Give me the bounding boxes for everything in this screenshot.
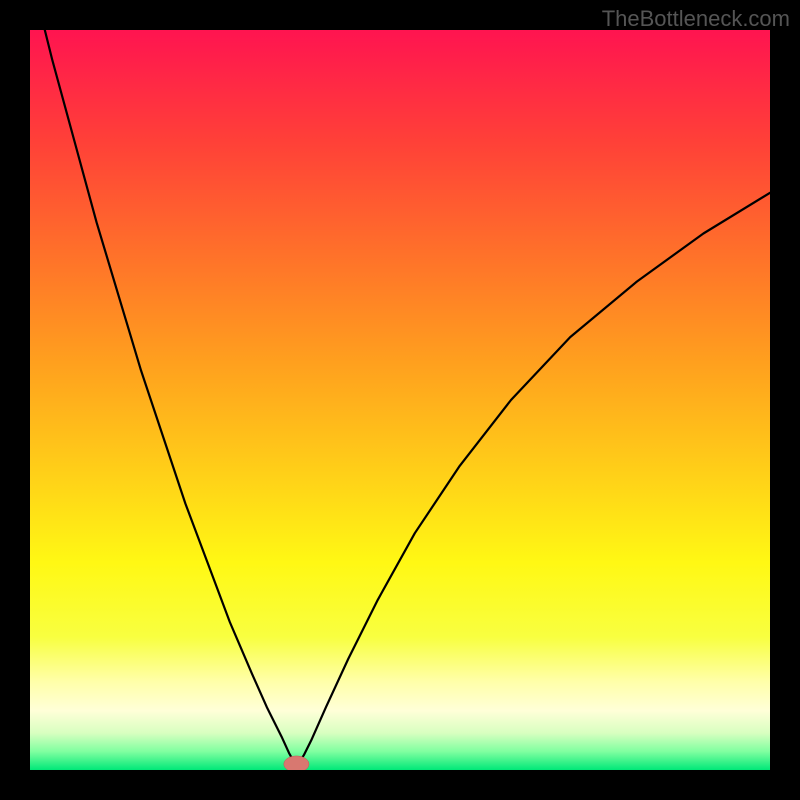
plot-gradient-background <box>30 30 770 770</box>
optimal-point-marker <box>284 756 309 772</box>
watermark-text: TheBottleneck.com <box>602 6 790 32</box>
bottleneck-curve-chart <box>0 0 800 800</box>
chart-frame: TheBottleneck.com <box>0 0 800 800</box>
